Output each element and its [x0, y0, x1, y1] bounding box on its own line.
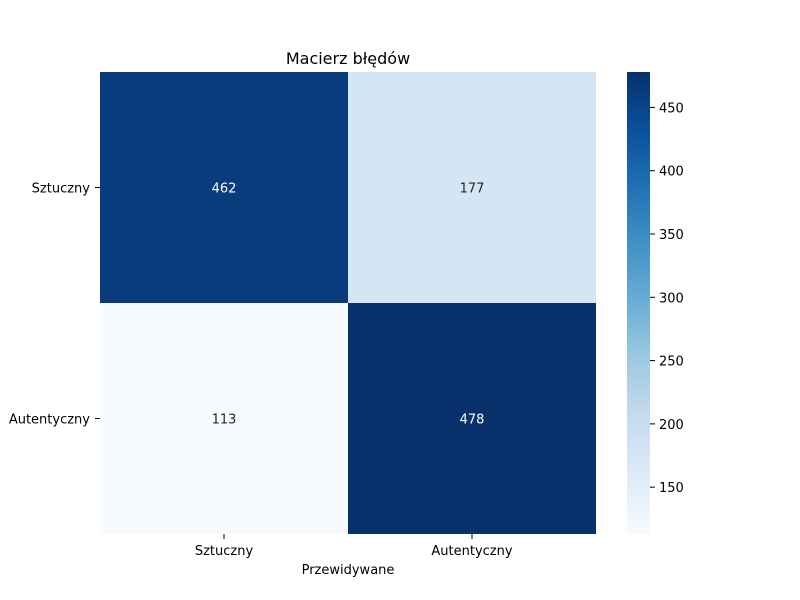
colorbar-gradient [627, 72, 650, 534]
chart-title: Macierz błędów [286, 49, 410, 68]
cell-value-label: 478 [460, 413, 485, 428]
cell-value-label: 177 [460, 182, 485, 197]
heatmap-cell [348, 72, 596, 303]
cell-value-label: 113 [212, 413, 237, 428]
x-axis-label: Przewidywane [302, 563, 395, 578]
colorbar-tick-label: 400 [659, 165, 684, 180]
x-axis: Sztuczny Autentyczny [195, 534, 513, 559]
colorbar: 150 200 250 300 350 400 450 [627, 72, 684, 534]
cell-value-label: 462 [212, 182, 237, 197]
colorbar-tick-label: 350 [659, 228, 684, 243]
colorbar-tick-label: 250 [659, 355, 684, 370]
y-axis: Sztuczny Autentyczny [9, 182, 100, 428]
x-tick-label: Autentyczny [431, 544, 512, 559]
y-tick-label: Sztuczny [32, 182, 91, 197]
heatmap-cell [348, 303, 596, 534]
colorbar-tick-label: 300 [659, 291, 684, 306]
heatmap-cells [100, 72, 596, 534]
heatmap-cell [100, 303, 348, 534]
heatmap-cell [100, 72, 348, 303]
colorbar-tick-label: 450 [659, 101, 684, 116]
colorbar-tick-label: 150 [659, 481, 684, 496]
y-tick-label: Autentyczny [9, 413, 90, 428]
colorbar-tick-label: 200 [659, 418, 684, 433]
cell-annotations: 462 177 113 478 [212, 182, 485, 428]
x-tick-label: Sztuczny [195, 544, 254, 559]
